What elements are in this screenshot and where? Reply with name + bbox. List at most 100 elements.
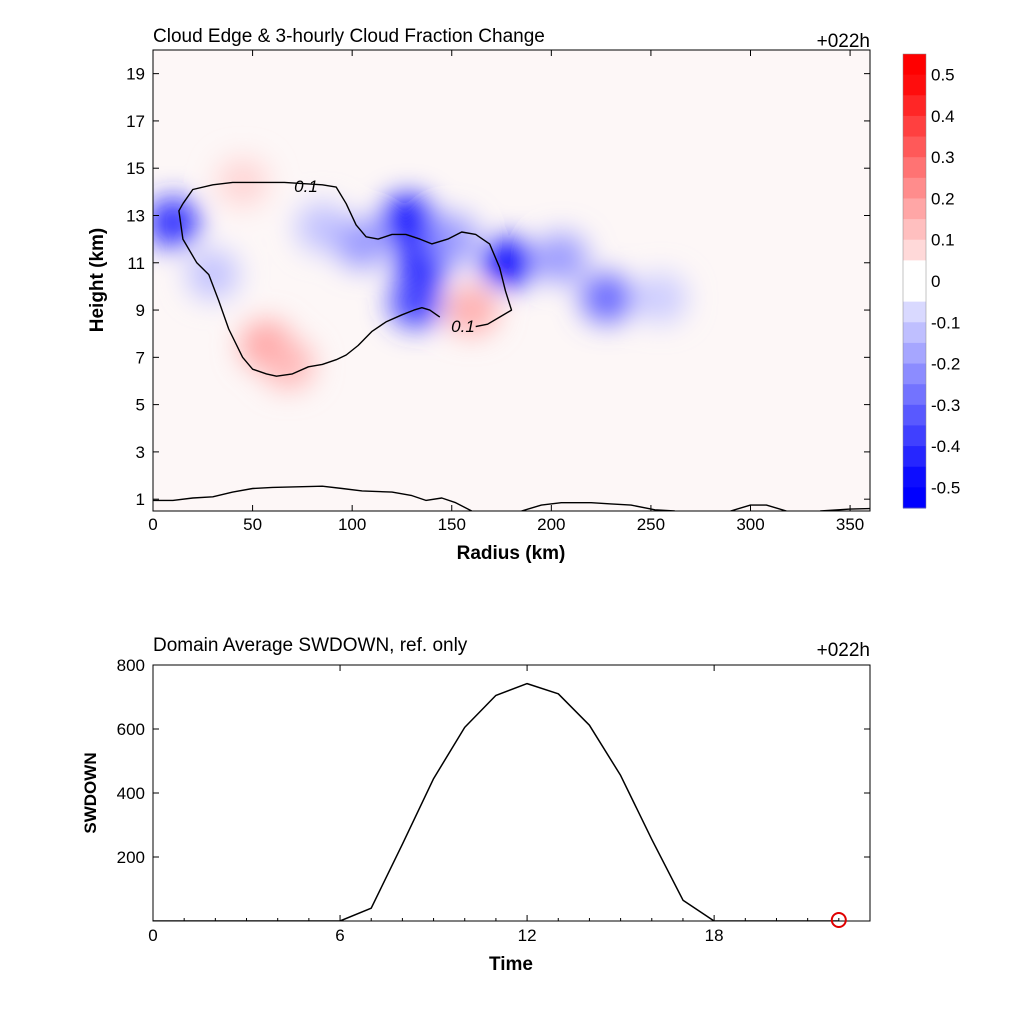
heatmap-y-tick-label: 17 [126, 112, 145, 131]
swdown-series [153, 682, 839, 921]
current-time-marker [830, 912, 847, 928]
colorbar-step [903, 177, 926, 199]
swdown-line [153, 682, 839, 921]
contour-line-4 [730, 504, 787, 511]
heatmap-y-tick-label: 7 [136, 348, 145, 367]
heatmap-y-tick-label: 5 [136, 396, 145, 415]
colorbar-step [903, 239, 926, 261]
colorbar-labels: 0.5 0.4 0.3 0.2 0.1 0 -0.1 -0.2 -0.3 -0.4 -0.5 [931, 66, 960, 498]
heatmap-y-tick-label: 13 [126, 206, 145, 225]
colorbar-tick-label: -0.4 [931, 437, 960, 456]
cloud-change-blob-15 [445, 285, 498, 335]
colorbar-tick-label: -0.1 [931, 313, 960, 332]
heatmap-x-axis-label: Radius (km) [457, 543, 566, 564]
contour-line-0 [178, 203, 441, 377]
heatmap-title: Cloud Edge & 3-hourly Cloud Fraction Cha… [153, 26, 545, 47]
swdown-x-tick-label: 12 [518, 926, 537, 945]
colorbar-step [903, 466, 926, 488]
swdown-panel: Domain Average SWDOWN, ref. only +022h 0… [81, 635, 871, 975]
colorbar-step [903, 487, 926, 509]
cloud-change-blob-11 [634, 273, 687, 323]
swdown-x-axis-label: Time [489, 954, 533, 975]
colorbar-step [903, 136, 926, 158]
heatmap-frame [152, 49, 871, 512]
cloud-change-blob-4 [381, 195, 434, 245]
swdown-x-tick-label: 6 [335, 926, 344, 945]
cloud-change-blob-10 [581, 273, 634, 323]
heatmap-x-tick-label: 350 [836, 515, 864, 534]
swdown-time-label: +022h [817, 640, 870, 661]
cloud-change-blob-9 [535, 233, 588, 283]
colorbar-steps [903, 54, 926, 509]
swdown-y-tick-label: 400 [117, 784, 145, 803]
heatmap-y-tick-label: 15 [126, 159, 145, 178]
heatmap-y-tick-label: 11 [127, 254, 145, 273]
cloud-change-blob-1 [186, 249, 239, 300]
colorbar-step [903, 281, 926, 303]
cloud-change-blob-7 [425, 214, 478, 264]
colorbar-tick-label: -0.5 [931, 478, 960, 497]
colorbar-step [903, 301, 926, 323]
swdown-frame [152, 664, 871, 922]
cloud-change-field [153, 157, 687, 390]
cloud-change-blob-13 [262, 339, 315, 390]
heatmap-x-tick-label: 200 [537, 515, 565, 534]
colorbar-step [903, 95, 926, 117]
colorbar-tick-label: 0.2 [931, 190, 955, 209]
cloud-change-blob-6 [389, 278, 442, 328]
colorbar-tick-label: 0.5 [931, 66, 955, 85]
colorbar-tick-label: -0.3 [931, 396, 960, 415]
colorbar-step [903, 54, 926, 76]
colorbar-step [903, 322, 926, 344]
colorbar-step [903, 219, 926, 241]
colorbar-tick-label: 0 [931, 272, 940, 291]
colorbar-tick-label: 0.4 [931, 107, 955, 126]
swdown-y-tick-label: 200 [117, 848, 145, 867]
heatmap-y-tick-label: 19 [126, 65, 145, 84]
heatmap-x-tick-label: 300 [736, 515, 764, 534]
heatmap-x-tick-label: 0 [148, 515, 157, 534]
colorbar-tick-label: 0.1 [931, 231, 955, 250]
contour-line-2 [153, 485, 473, 511]
swdown-title: Domain Average SWDOWN, ref. only [153, 635, 468, 656]
cloud-change-blob-0 [153, 197, 199, 248]
colorbar-step [903, 157, 926, 179]
colorbar-tick-label: 0.3 [931, 148, 955, 167]
colorbar-step [903, 115, 926, 138]
colorbar: 0.5 0.4 0.3 0.2 0.1 0 -0.1 -0.2 -0.3 -0.4 -0.5 [902, 53, 960, 509]
colorbar-step [903, 342, 926, 365]
cloud-change-blob-2 [296, 202, 349, 253]
colorbar-step [903, 384, 926, 406]
colorbar-frame [902, 53, 927, 509]
colorbar-step [903, 74, 926, 96]
heatmap-x-tick-label: 100 [338, 515, 366, 534]
contour-line-1 [182, 181, 513, 328]
heatmap-x-tick-label: 150 [438, 515, 466, 534]
contour-label-lower: 0.1 [451, 317, 475, 336]
contour-label-upper: 0.1 [294, 177, 318, 196]
colorbar-tick-label: -0.2 [931, 355, 960, 374]
heatmap-x-tick-label: 50 [243, 515, 262, 534]
heatmap-y-tick-label: 3 [136, 443, 145, 462]
swdown-x-tick-label: 0 [148, 926, 157, 945]
colorbar-step [903, 404, 926, 426]
colorbar-step [903, 425, 926, 447]
cloud-change-blob-3 [336, 219, 389, 269]
colorbar-step [903, 198, 926, 220]
colorbar-step [903, 446, 926, 468]
heatmap-time-label: +022h [817, 31, 870, 52]
colorbar-step [903, 363, 926, 385]
heatmap-x-tick-label: 250 [637, 515, 665, 534]
swdown-y-axis-label: SWDOWN [81, 752, 100, 833]
heatmap-panel: Cloud Edge & 3-hourly Cloud Fraction Cha… [87, 26, 871, 564]
cloud-change-blob-8 [481, 238, 534, 288]
swdown-x-tick-label: 18 [705, 926, 724, 945]
swdown-y-tick-label: 600 [117, 720, 145, 739]
swdown-y-tick-label: 800 [117, 656, 145, 675]
colorbar-step [903, 260, 926, 282]
swdown-axes: 0 6 12 18 200 400 600 800 [117, 656, 870, 945]
heatmap-y-tick-label: 1 [136, 490, 145, 509]
heatmap-y-axis-label: Height (km) [87, 228, 108, 333]
